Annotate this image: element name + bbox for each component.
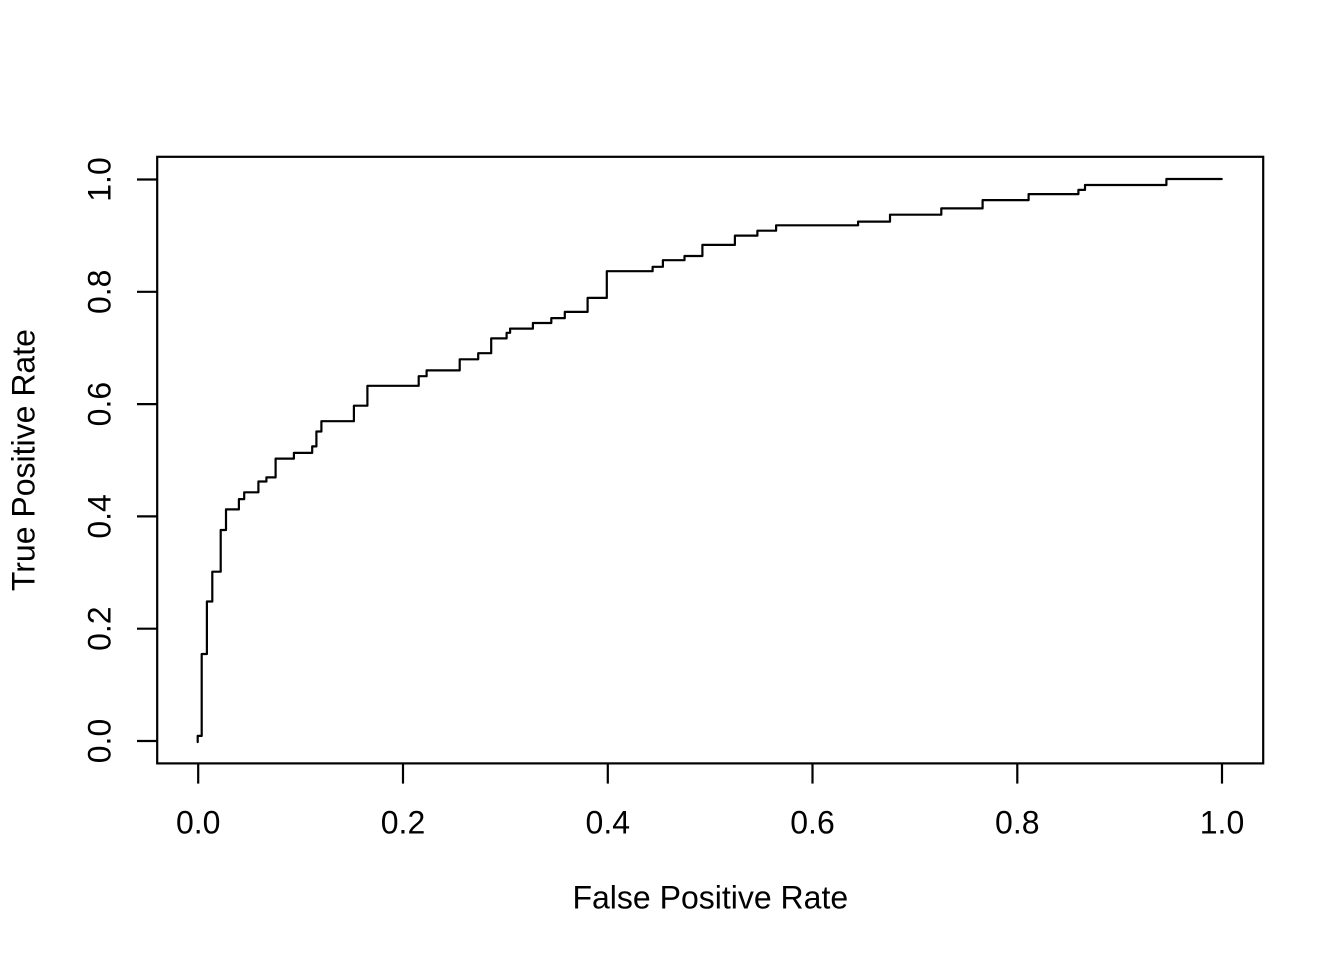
svg-text:0.0: 0.0 [176, 805, 220, 841]
svg-text:0.6: 0.6 [790, 805, 834, 841]
svg-text:1.0: 1.0 [82, 157, 118, 201]
svg-text:0.8: 0.8 [995, 805, 1039, 841]
svg-text:True Positive Rate: True Positive Rate [5, 329, 41, 591]
svg-text:0.8: 0.8 [82, 270, 118, 314]
svg-text:0.0: 0.0 [82, 719, 118, 763]
svg-text:0.2: 0.2 [381, 805, 425, 841]
svg-text:1.0: 1.0 [1200, 805, 1244, 841]
svg-text:0.6: 0.6 [82, 382, 118, 426]
svg-text:0.2: 0.2 [82, 606, 118, 650]
svg-text:0.4: 0.4 [82, 494, 118, 538]
svg-text:False Positive Rate: False Positive Rate [572, 880, 848, 916]
svg-text:0.4: 0.4 [586, 805, 630, 841]
